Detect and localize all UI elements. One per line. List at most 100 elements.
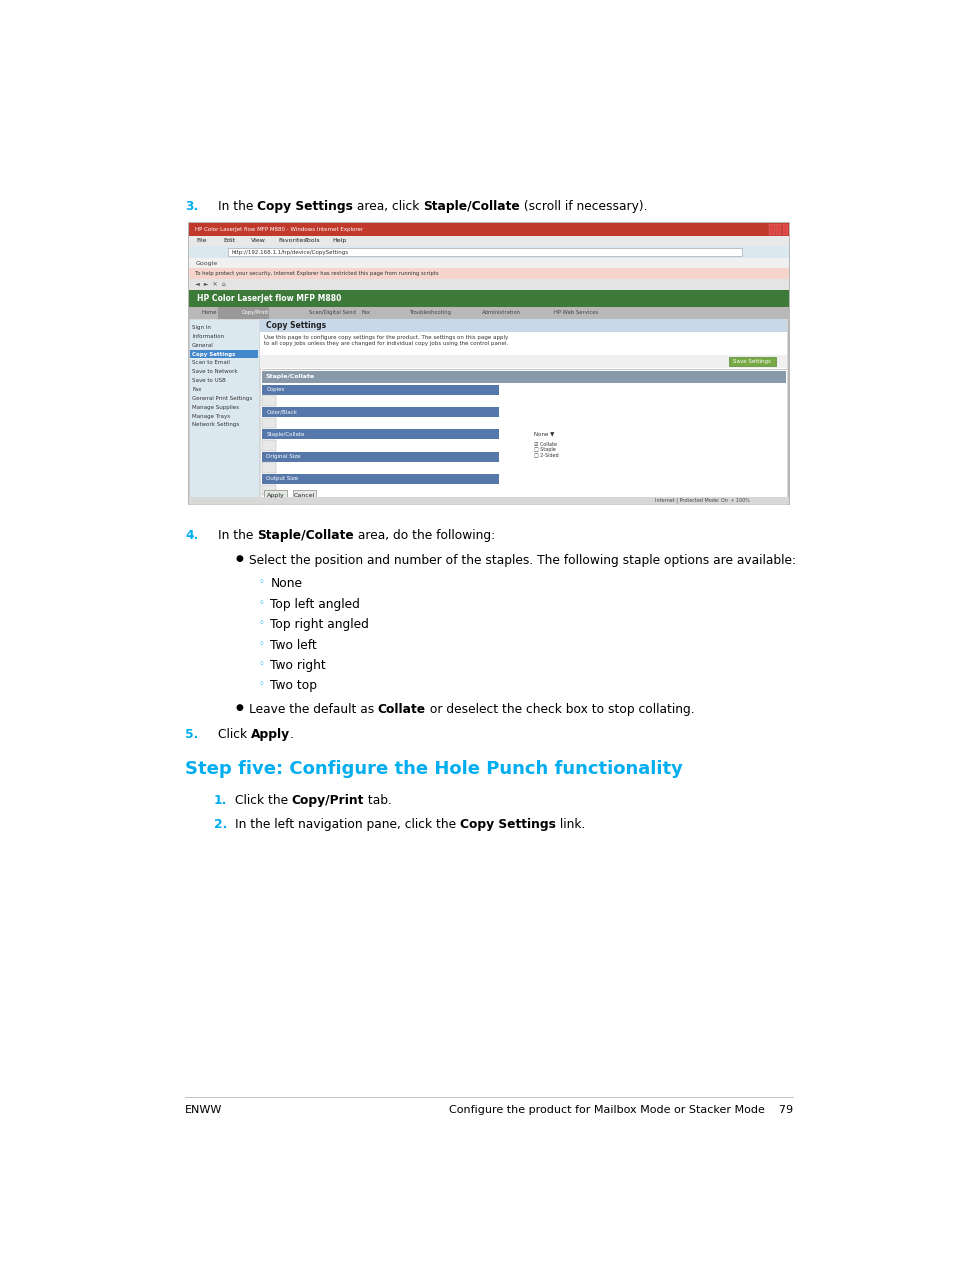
FancyBboxPatch shape [769,225,774,235]
Text: □ Staple: □ Staple [534,447,556,452]
Text: Step five: Configure the Hole Punch functionality: Step five: Configure the Hole Punch func… [185,759,682,779]
Text: Two top: Two top [270,679,317,692]
Text: Staple/Collate: Staple/Collate [256,528,354,542]
Text: Copy Settings: Copy Settings [266,321,326,330]
Text: General Print Settings: General Print Settings [192,396,253,401]
Text: Information: Information [192,334,224,339]
FancyBboxPatch shape [189,224,788,236]
Text: Copies: Copies [266,387,285,392]
Text: Save to Network: Save to Network [192,370,237,375]
FancyBboxPatch shape [189,279,788,290]
FancyBboxPatch shape [261,418,275,428]
Text: Save Settings: Save Settings [733,359,771,364]
FancyBboxPatch shape [293,490,315,499]
Text: Edit: Edit [224,239,235,244]
Text: ◦: ◦ [258,639,264,649]
Text: HP Color LaserJet flow MFP M880 - Windows Internet Explorer: HP Color LaserJet flow MFP M880 - Window… [195,227,363,232]
FancyBboxPatch shape [228,248,741,257]
Text: Google: Google [195,260,217,265]
Text: .: . [290,728,294,740]
Text: Copy Settings: Copy Settings [192,352,235,357]
Text: Click: Click [217,728,251,740]
FancyBboxPatch shape [261,395,275,406]
Text: HP Web Services: HP Web Services [554,310,598,315]
FancyBboxPatch shape [261,429,498,439]
Text: Copy/Print: Copy/Print [241,310,269,315]
Text: Collate: Collate [377,704,425,716]
Text: Color/Black: Color/Black [266,409,297,414]
Text: Click the: Click the [234,794,292,806]
Text: HP Color LaserJet flow MFP M880: HP Color LaserJet flow MFP M880 [196,293,341,302]
Text: Internet | Protected Mode: On  ⚡ 100%: Internet | Protected Mode: On ⚡ 100% [655,498,749,503]
Text: Configure the product for Mailbox Mode or Stacker Mode    79: Configure the product for Mailbox Mode o… [448,1105,792,1115]
Text: Original Size: Original Size [266,455,301,458]
Text: link.: link. [555,818,584,832]
Text: Help: Help [332,239,346,244]
Text: In the left navigation pane, click the: In the left navigation pane, click the [234,818,459,832]
Text: View: View [251,239,266,244]
Text: Save to USB: Save to USB [192,378,226,384]
Text: ◦: ◦ [258,618,264,629]
FancyBboxPatch shape [261,385,498,395]
Text: In the: In the [217,528,256,542]
Text: Favorites: Favorites [278,239,306,244]
Text: To help protect your security, Internet Explorer has restricted this page from r: To help protect your security, Internet … [195,272,438,276]
Text: None: None [270,578,302,591]
Text: Top right angled: Top right angled [270,618,369,631]
Text: Apply: Apply [251,728,290,740]
Text: ●: ● [235,704,243,712]
FancyBboxPatch shape [189,246,788,258]
Text: Fax: Fax [361,310,370,315]
Text: Copy Settings: Copy Settings [256,201,353,213]
Text: Fax: Fax [192,387,201,392]
FancyBboxPatch shape [261,485,275,495]
Text: Tools: Tools [305,239,320,244]
Text: Scan/Digital Send: Scan/Digital Send [309,310,355,315]
Text: Staple/Collate: Staple/Collate [266,375,314,380]
FancyBboxPatch shape [189,236,788,246]
Text: Cancel: Cancel [294,493,314,498]
FancyBboxPatch shape [189,307,788,319]
Text: 3.: 3. [185,201,198,213]
Text: ◄  ►  ✕  ⌂: ◄ ► ✕ ⌂ [195,282,226,287]
Text: General: General [192,343,213,348]
FancyBboxPatch shape [189,497,788,504]
Text: Troubleshooting: Troubleshooting [410,310,452,315]
Text: Staple/Collate: Staple/Collate [422,201,519,213]
Text: Top left angled: Top left angled [270,598,360,611]
Text: ◦: ◦ [258,679,264,690]
FancyBboxPatch shape [728,357,775,366]
FancyBboxPatch shape [781,225,787,235]
Text: 2.: 2. [213,818,227,832]
FancyBboxPatch shape [261,371,785,384]
Text: area, click: area, click [353,201,422,213]
Text: Manage Supplies: Manage Supplies [192,405,239,410]
FancyBboxPatch shape [261,406,498,417]
Text: (scroll if necessary).: (scroll if necessary). [519,201,647,213]
Text: 5.: 5. [185,728,198,740]
FancyBboxPatch shape [261,439,275,451]
FancyBboxPatch shape [189,290,788,307]
Text: Home: Home [201,310,216,315]
Text: None ▼: None ▼ [534,432,554,437]
Text: Copy Settings: Copy Settings [459,818,555,832]
FancyBboxPatch shape [775,225,781,235]
FancyBboxPatch shape [260,356,786,367]
Text: ☑ Collate: ☑ Collate [534,442,557,447]
Text: ◦: ◦ [258,659,264,669]
Text: ENWW: ENWW [185,1105,222,1115]
Text: □ 2-Sided: □ 2-Sided [534,452,558,457]
Text: In the: In the [217,201,256,213]
FancyBboxPatch shape [190,351,257,358]
FancyBboxPatch shape [260,319,786,333]
Text: Staple/Collate: Staple/Collate [266,432,305,437]
Text: ●: ● [235,554,243,563]
FancyBboxPatch shape [260,319,786,504]
Text: Scan to Email: Scan to Email [192,361,230,366]
Text: Manage Trays: Manage Trays [192,414,230,419]
Text: Sign In: Sign In [192,325,211,330]
Text: tab.: tab. [364,794,392,806]
FancyBboxPatch shape [189,268,788,279]
Text: Output Size: Output Size [266,476,298,481]
Text: Select the position and number of the staples. The following staple options are : Select the position and number of the st… [249,554,795,566]
